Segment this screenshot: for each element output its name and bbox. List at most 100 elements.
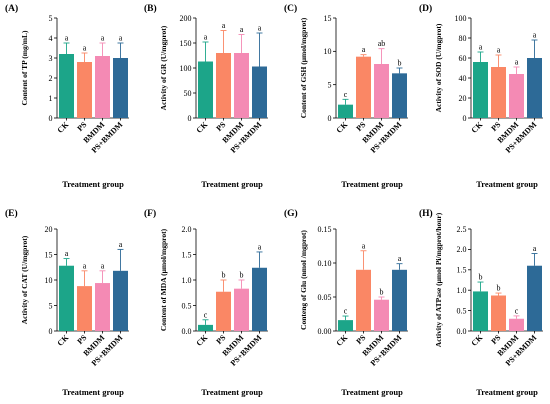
y-axis-title: Conteng of Glu (nmol /mgprot) [299,230,308,330]
bar-bmdm [234,53,249,118]
bar-ps-bmdm [252,66,267,118]
category-label: CK [195,120,210,135]
category-label: PS [489,333,502,346]
x-axis-title: Treatment group [341,179,403,189]
y-tick-label: 20 [459,94,467,103]
bar-ps [216,53,231,118]
significance-letter: a [119,34,123,43]
category-label: CK [470,120,485,135]
bar-bmdm [374,299,389,331]
bar-ps [491,67,506,118]
y-axis-title: Content of TP (mg/mL) [20,30,29,106]
significance-letter: a [101,261,105,270]
category-label: PS [214,120,227,133]
x-axis-title: Treatment group [201,387,263,397]
bar-ck [473,291,488,331]
y-tick-label: 0.10 [318,259,332,268]
bar-ck [198,324,213,331]
bar-ps-bmdm [392,269,407,331]
significance-letter: a [362,45,366,54]
y-tick-label: 0.5 [182,301,192,310]
y-tick-label: 1.0 [457,286,467,295]
y-tick-label: 5 [49,14,53,23]
y-tick-label: 0.15 [318,225,332,234]
y-axis-title: Content of MDA (μmol/mgprot) [159,228,168,331]
significance-letter: b [222,271,226,280]
bar-ps-bmdm [527,58,542,118]
y-axis-title: Activity of CAT (U/mgprot) [20,235,29,324]
y-tick-label: 15 [45,250,53,259]
bar-ps [356,269,371,331]
category-label: PS [75,120,88,133]
y-tick-label: 1.0 [182,276,192,285]
y-tick-label: 2.5 [457,225,467,234]
x-axis-title: Treatment group [476,179,538,189]
significance-letter: ab [378,39,386,48]
y-axis-title: Activity of GR (U/mgprot) [159,25,168,110]
significance-letter: a [83,261,87,270]
significance-letter: c [515,306,519,315]
bar-bmdm [509,74,524,118]
y-axis-title: Content of GSH (μmol/mgprot) [299,17,308,118]
panel-label: (F) [144,208,156,219]
bar-ck [473,62,488,118]
significance-letter: b [380,288,384,297]
panel-g: (G) Conteng of Glu (nmol /mgprot) 0.00 0.05… [284,208,408,397]
y-tick-label: 0 [49,114,53,123]
bar-ps-bmdm [527,265,542,331]
significance-letter: a [398,254,402,263]
significance-letter: a [119,240,123,249]
category-label: PS [75,333,88,346]
category-label: CK [56,120,71,135]
significance-letter: a [258,24,262,33]
y-tick-label: 1 [49,94,53,103]
panel-label: (C) [284,3,297,14]
panel-label: (A) [5,3,18,14]
significance-letter: a [497,46,501,55]
y-tick-label: 10 [45,276,53,285]
panel-a: (A)Content of TP (mg/mL)012345aCKaPSaBMD… [5,3,129,189]
category-label: CK [56,333,71,348]
significance-letter: a [101,34,105,43]
y-axis-title: Activity of ATPase (μmol Pi/mgprot/hour) [434,212,443,347]
y-tick-label: 2.0 [182,225,192,234]
category-label: PS [354,120,367,133]
y-tick-label: 20 [45,225,53,234]
panel-h: (H) Activity of ATPase (μmol Pi/mgprot/ho… [419,208,543,397]
category-label: PS [489,120,502,133]
bar-ps [356,56,371,118]
significance-letter: a [479,43,483,52]
y-tick-label: 0 [463,114,467,123]
bar-ps [216,291,231,331]
y-tick-label: 10 [324,47,332,56]
y-tick-label: 0 [328,114,332,123]
y-tick-label: 2.0 [457,245,467,254]
bar-ck [338,320,353,331]
y-tick-label: 1.5 [457,266,467,275]
significance-letter: c [344,90,348,99]
bar-ps-bmdm [252,267,267,331]
category-label: CK [335,120,350,135]
significance-letter: a [533,244,537,253]
bar-ps [77,62,92,118]
significance-letter: b [479,273,483,282]
bar-ps-bmdm [113,270,128,331]
significance-letter: a [240,25,244,34]
y-tick-label: 100 [455,14,467,23]
y-tick-label: 0.00 [318,327,332,336]
bar-ck [338,104,353,118]
bar-ps [491,295,506,331]
significance-letter: a [65,34,69,43]
bar-ck [59,265,74,331]
y-tick-label: 4 [49,34,53,43]
y-tick-label: 0 [49,327,53,336]
bar-bmdm [374,64,389,118]
y-tick-label: 0.5 [457,306,467,315]
y-tick-label: 5 [49,301,53,310]
significance-letter: b [240,271,244,280]
significance-letter: b [398,59,402,68]
significance-letter: c [204,310,208,319]
significance-letter: c [344,307,348,316]
significance-letter: a [533,31,537,40]
panel-c: (C)Content of GSH (μmol/mgprot) 0 5 10 15 c CK… [284,3,408,189]
